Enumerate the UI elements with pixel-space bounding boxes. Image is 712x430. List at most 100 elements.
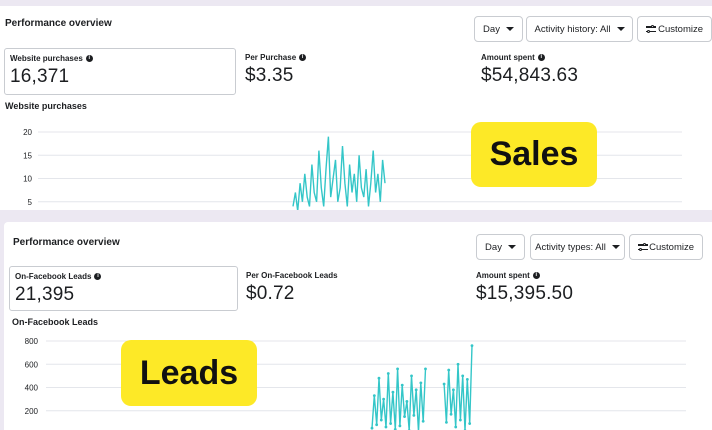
day-label: Day bbox=[483, 23, 500, 35]
data-point[interactable] bbox=[372, 394, 376, 398]
data-point[interactable] bbox=[468, 422, 472, 425]
data-point[interactable] bbox=[391, 390, 395, 394]
info-icon[interactable]: i bbox=[299, 54, 307, 61]
chart-title: Website purchases bbox=[5, 101, 87, 111]
metric-label-row: Amount spent i bbox=[481, 53, 701, 62]
metric-on-facebook-leads[interactable]: On-Facebook Leads i 21,395 bbox=[9, 266, 238, 311]
customize-button[interactable]: Customize bbox=[629, 234, 703, 260]
y-tick-label: 800 bbox=[25, 337, 39, 346]
activity-label: Activity history: All bbox=[534, 23, 611, 35]
data-point[interactable] bbox=[456, 362, 460, 366]
data-point[interactable] bbox=[412, 414, 416, 417]
data-point[interactable] bbox=[389, 422, 393, 425]
data-point[interactable] bbox=[379, 418, 383, 422]
data-point[interactable] bbox=[403, 415, 406, 418]
metric-label-row: Per On-Facebook Leads bbox=[246, 271, 466, 280]
metric-label: Website purchases bbox=[10, 54, 83, 63]
activity-history-dropdown[interactable]: Activity history: All bbox=[526, 16, 633, 42]
data-point[interactable] bbox=[398, 424, 402, 428]
data-point[interactable] bbox=[386, 372, 390, 375]
day-dropdown[interactable]: Day bbox=[474, 16, 523, 42]
metric-label-row: On-Facebook Leads i bbox=[15, 272, 232, 281]
metric-website-purchases[interactable]: Website purchases i 16,371 bbox=[4, 48, 236, 95]
metric-label: Amount spent bbox=[476, 271, 530, 280]
data-point[interactable] bbox=[470, 344, 474, 348]
data-point[interactable] bbox=[421, 419, 425, 423]
panel-title: Performance overview bbox=[5, 18, 112, 29]
sliders-icon bbox=[638, 243, 648, 251]
data-point[interactable] bbox=[400, 383, 404, 387]
sliders-icon bbox=[646, 25, 656, 33]
caret-down-icon bbox=[616, 27, 625, 31]
metric-value: $0.72 bbox=[246, 283, 295, 304]
panel-title: Performance overview bbox=[13, 237, 120, 248]
website-purchases-chart: 20 15 10 5 bbox=[23, 128, 682, 210]
metric-value: 21,395 bbox=[15, 284, 75, 305]
y-tick-label: 15 bbox=[23, 151, 32, 160]
metric-label: Per On-Facebook Leads bbox=[246, 271, 338, 280]
y-tick-label: 20 bbox=[23, 128, 32, 137]
y-tick-label: 400 bbox=[25, 384, 39, 393]
metric-value: $54,843.63 bbox=[481, 65, 579, 86]
activity-label: Activity types: All bbox=[535, 241, 606, 253]
data-point[interactable] bbox=[414, 388, 418, 392]
series-line bbox=[371, 368, 427, 430]
data-point[interactable] bbox=[384, 425, 388, 429]
metric-label-row: Per Purchase i bbox=[245, 53, 465, 62]
metric-per-lead[interactable]: Per On-Facebook Leads $0.72 bbox=[246, 271, 466, 305]
activity-types-dropdown[interactable]: Activity types: All bbox=[530, 234, 625, 260]
data-point[interactable] bbox=[445, 420, 448, 424]
data-point[interactable] bbox=[458, 418, 462, 422]
metric-label: On-Facebook Leads bbox=[15, 272, 92, 281]
caret-down-icon bbox=[507, 245, 516, 249]
data-point[interactable] bbox=[375, 423, 379, 427]
data-point[interactable] bbox=[447, 368, 451, 372]
data-point[interactable] bbox=[405, 400, 409, 403]
data-point[interactable] bbox=[370, 426, 374, 430]
sales-overlay-label: Sales bbox=[471, 122, 597, 187]
data-point[interactable] bbox=[382, 397, 386, 401]
metric-value: $3.35 bbox=[245, 65, 294, 86]
metric-amount-spent[interactable]: Amount spent i $54,843.63 bbox=[481, 53, 701, 87]
data-point[interactable] bbox=[454, 425, 458, 429]
info-icon[interactable]: i bbox=[532, 272, 540, 279]
metric-amount-spent[interactable]: Amount spent i $15,395.50 bbox=[476, 271, 696, 305]
series-line bbox=[292, 136, 386, 210]
metric-label-row: Website purchases i bbox=[10, 54, 230, 63]
info-icon[interactable]: i bbox=[537, 54, 545, 61]
y-tick-label: 200 bbox=[25, 407, 39, 416]
data-point[interactable] bbox=[377, 376, 381, 380]
data-point[interactable] bbox=[442, 382, 446, 386]
data-point[interactable] bbox=[461, 374, 465, 378]
data-point[interactable] bbox=[396, 367, 399, 371]
info-icon[interactable]: i bbox=[94, 273, 102, 280]
data-point[interactable] bbox=[419, 381, 423, 385]
y-tick-label: 600 bbox=[25, 360, 39, 369]
data-point[interactable] bbox=[393, 427, 397, 430]
sales-performance-panel: Performance overview Day Activity histor… bbox=[0, 6, 712, 210]
data-point[interactable] bbox=[451, 388, 455, 392]
caret-down-icon bbox=[611, 245, 620, 249]
metric-label-row: Amount spent i bbox=[476, 271, 696, 280]
caret-down-icon bbox=[505, 27, 514, 31]
info-icon[interactable]: i bbox=[85, 55, 93, 62]
data-point[interactable] bbox=[424, 367, 427, 371]
metric-per-purchase[interactable]: Per Purchase i $3.35 bbox=[245, 53, 465, 87]
data-point[interactable] bbox=[449, 412, 453, 416]
metric-label: Amount spent bbox=[481, 53, 535, 62]
y-tick-label: 5 bbox=[28, 198, 33, 207]
data-point[interactable] bbox=[410, 374, 413, 378]
on-facebook-leads-chart: 800 600 400 200 bbox=[25, 337, 686, 430]
leads-performance-panel: Performance overview Day Activity types:… bbox=[4, 222, 712, 430]
day-dropdown[interactable]: Day bbox=[476, 234, 525, 260]
y-tick-label: 10 bbox=[23, 175, 32, 184]
metric-label: Per Purchase bbox=[245, 53, 297, 62]
customize-label: Customize bbox=[658, 23, 703, 35]
customize-label: Customize bbox=[649, 241, 694, 253]
data-point[interactable] bbox=[465, 377, 469, 381]
chart-title: On-Facebook Leads bbox=[12, 317, 99, 327]
metric-value: 16,371 bbox=[10, 66, 70, 87]
customize-button[interactable]: Customize bbox=[637, 16, 712, 42]
day-label: Day bbox=[485, 241, 502, 253]
metric-value: $15,395.50 bbox=[476, 283, 574, 304]
